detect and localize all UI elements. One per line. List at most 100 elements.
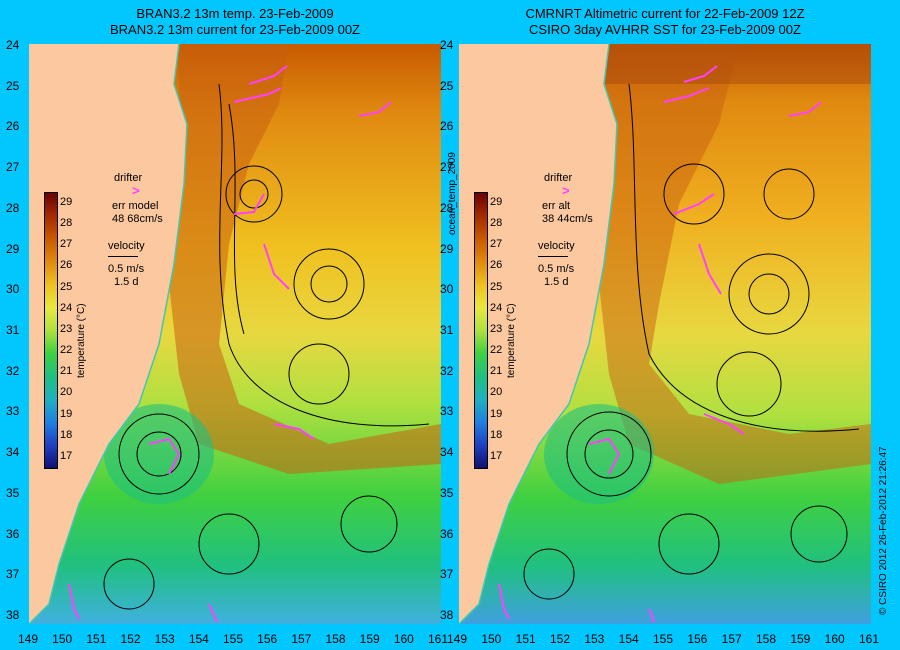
colorbar-tick: 27 (490, 238, 503, 251)
colorbar-tick: 26 (60, 259, 73, 272)
legend-err-label: err model (112, 200, 159, 212)
longitude-tick: 161 (858, 632, 880, 646)
longitude-tick: 153 (584, 632, 605, 646)
latitude-tick: 34 (440, 445, 454, 460)
latitude-tick: 34 (6, 445, 20, 460)
velocity-arrow-icon (538, 256, 568, 257)
left-legend: 29 28 27 26 25 24 23 22 21 20 19 18 17 temperature (… (40, 170, 190, 470)
latitude-tick: 30 (6, 282, 20, 297)
latitude-tick: 29 (440, 241, 454, 256)
colorbar-label-right: temperature (°C) (506, 303, 517, 378)
colorbar-tick: 27 (60, 238, 73, 251)
latitude-tick: 37 (440, 567, 454, 582)
legend-speed: 0.5 m/s (538, 263, 575, 275)
right-legend: 29 28 27 26 25 24 23 22 21 20 19 18 17 temperature (… (470, 170, 620, 470)
latitude-tick: 30 (440, 282, 454, 297)
longitude-tick: 161 (427, 632, 449, 646)
longitude-tick: 152 (549, 632, 571, 646)
latitude-tick: 28 (6, 200, 20, 215)
colorbar-label-left: temperature (°C) (76, 303, 87, 378)
land-mass (29, 44, 187, 624)
colorbar-ticks-left: 29 28 27 26 25 24 23 22 21 20 19 18 17 (60, 192, 80, 467)
latitude-tick: 24 (440, 38, 454, 52)
legend-drifter-label: drifter (114, 172, 143, 184)
legend-velocity-label: velocity (108, 240, 145, 252)
colorbar-tick: 22 (60, 344, 73, 357)
latitude-tick: 24 (6, 38, 20, 52)
longitude-tick: 158 (325, 632, 346, 646)
longitude-tick: 159 (790, 632, 811, 646)
legend-err-value: 38 44cm/s (542, 213, 593, 225)
colorbar-tick: 20 (490, 386, 503, 399)
legend-err-value: 48 68cm/s (112, 213, 163, 225)
latitude-tick: 32 (6, 363, 20, 378)
longitude-tick: 149 (17, 632, 39, 646)
colorbar-tick: 22 (490, 344, 503, 357)
longitude-tick: 157 (291, 632, 312, 646)
colorbar-tick: 19 (60, 407, 73, 420)
longitude-tick: 159 (359, 632, 380, 646)
cloud-noise-band (559, 44, 871, 84)
latitude-tick: 35 (440, 485, 454, 500)
longitude-tick: 154 (188, 632, 209, 646)
latitude-tick: 33 (440, 404, 454, 419)
right-map-panel[interactable] (459, 44, 871, 624)
colorbar-tick: 21 (490, 365, 503, 378)
latitude-tick: 35 (6, 485, 20, 500)
colorbar-tick: 17 (60, 449, 73, 462)
right-title-line2: CSIRO 3day AVHRR SST for 23-Feb-2009 00Z (529, 22, 801, 37)
right-map (459, 44, 871, 624)
colorbar-tick: 20 (60, 386, 73, 399)
legend-velocity-label: velocity (538, 240, 575, 252)
latitude-tick: 31 (6, 323, 20, 337)
latitude-tick: 36 (440, 526, 454, 541)
longitude-tick: 155 (652, 632, 674, 646)
longitude-tick: 158 (755, 632, 777, 646)
colorbar-tick: 17 (490, 449, 503, 462)
latitude-tick: 28 (440, 200, 454, 215)
longitude-tick: 156 (257, 632, 278, 646)
latitude-tick: 26 (440, 119, 454, 134)
cold-eddy (544, 404, 654, 504)
longitude-tick: 160 (393, 632, 414, 646)
left-map-panel[interactable] (29, 44, 441, 624)
legend-err-label: err alt (542, 200, 571, 212)
colorbar-tick: 29 (490, 196, 503, 208)
longitude-tick: 155 (222, 632, 244, 646)
colorbar-ticks-right: 29 28 27 26 25 24 23 22 21 20 19 18 17 (490, 192, 510, 467)
colorbar-tick: 25 (60, 280, 73, 293)
colorbar-tick: 24 (490, 301, 503, 314)
legend-speed: 0.5 m/s (108, 263, 145, 275)
legend-days: 1.5 d (114, 276, 139, 288)
longitude-tick: 153 (154, 632, 175, 646)
latitude-tick: 27 (440, 160, 454, 175)
drifter-symbol: > (562, 183, 570, 198)
colorbar-tick: 25 (490, 280, 503, 293)
latitude-tick: 38 (440, 608, 454, 622)
legend-drifter-label: drifter (544, 172, 573, 184)
drifter-tracks (68, 65, 392, 623)
right-title-line1: CMRNRT Altimetric current for 22-Feb-200… (525, 6, 805, 21)
longitude-tick: 151 (515, 632, 536, 646)
colorbar-tick: 21 (60, 365, 73, 378)
latitude-tick: 37 (6, 567, 20, 582)
longitude-tick: 156 (687, 632, 708, 646)
latitude-tick: 38 (6, 608, 20, 622)
latitude-tick: 36 (6, 526, 20, 541)
right-title: CMRNRT Altimetric current for 22-Feb-200… (460, 6, 870, 38)
coastline (29, 44, 188, 624)
current-streamlines (103, 83, 430, 610)
cold-eddy (104, 404, 214, 504)
current-streamlines (523, 83, 860, 600)
right-side-label: © CSIRO 2012 26-Feb-2012 21:26:47 (878, 446, 889, 615)
drifter-symbol: > (132, 183, 140, 198)
left-title-line1: BRAN3.2 13m temp. 23-Feb-2009 (136, 6, 334, 21)
latitude-tick: 33 (6, 404, 20, 419)
longitude-tick: 150 (481, 632, 502, 646)
longitude-tick: 154 (618, 632, 639, 646)
colorbar-left (44, 192, 58, 469)
colorbar-tick: 23 (60, 322, 73, 335)
latitude-tick: 31 (440, 323, 454, 337)
drifter-tracks (498, 65, 822, 623)
latitude-tick: 27 (6, 160, 20, 175)
